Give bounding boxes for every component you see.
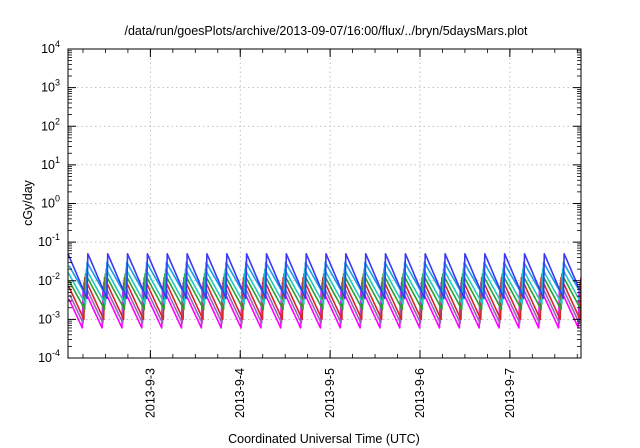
y-tick-label: 10-3 bbox=[38, 309, 60, 326]
chart-title: /data/run/goesPlots/archive/2013-09-07/1… bbox=[124, 24, 528, 38]
grid-lines bbox=[68, 49, 581, 358]
x-tick-label: 2013-9-7 bbox=[503, 368, 517, 418]
y-tick-label: 10-2 bbox=[38, 271, 60, 288]
x-axis: 2013-9-3 2013-9-4 2013-9-5 2013-9-6 2013-9-7 bbox=[82, 49, 578, 418]
y-tick-label: 101 bbox=[41, 155, 60, 172]
y-axis: 10-4 10-3 10-2 10-1 100 101 102 103 104 bbox=[38, 39, 581, 365]
x-axis-label: Coordinated Universal Time (UTC) bbox=[228, 432, 420, 446]
y-axis-label: cGy/day bbox=[21, 179, 35, 226]
series-group bbox=[67, 253, 582, 329]
y-tick-label: 104 bbox=[41, 39, 60, 56]
series-line bbox=[67, 253, 581, 300]
x-tick-label: 2013-9-6 bbox=[413, 368, 427, 418]
y-tick-label: 102 bbox=[41, 116, 60, 133]
x-tick-label: 2013-9-4 bbox=[233, 368, 247, 418]
x-tick-label: 2013-9-5 bbox=[323, 368, 337, 418]
y-tick-label: 10-1 bbox=[38, 232, 60, 249]
y-tick-label: 103 bbox=[41, 78, 60, 95]
x-tick-label: 2013-9-3 bbox=[143, 368, 157, 418]
y-tick-label: 100 bbox=[41, 194, 60, 211]
y-tick-label: 10-4 bbox=[38, 348, 60, 365]
